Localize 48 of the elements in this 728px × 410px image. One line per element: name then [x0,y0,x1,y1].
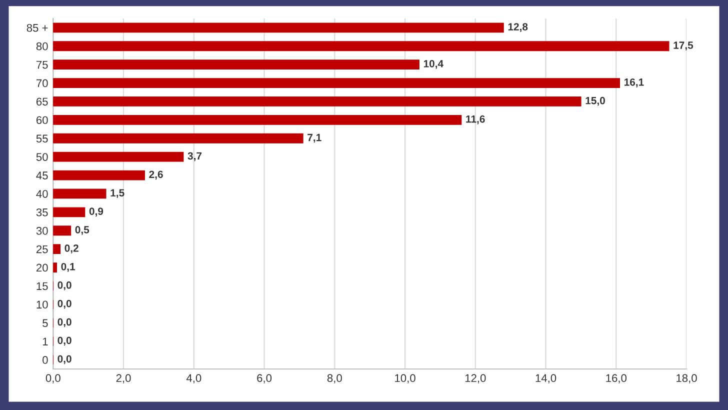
data-label: 11,6 [466,115,485,124]
data-label: 17,5 [674,42,694,50]
data-label: 0,0 [58,281,72,290]
y-tick-label: 50 [36,153,48,161]
y-tick-label: 40 [36,190,48,198]
data-label: 3,7 [188,152,202,162]
data-label: 0,0 [58,300,72,309]
data-label: 1,5 [110,189,124,198]
y-tick-label: 5 [42,319,48,328]
y-tick-label: 30 [36,226,48,235]
data-label: 0,9 [89,208,104,216]
y-tick-label: 35 [36,208,48,216]
y-tick-label: 10 [36,300,48,309]
x-tick-label: 10,0 [395,374,416,384]
data-label: 16,1 [624,78,644,88]
y-tick-label: 45 [36,172,48,180]
data-label: 10,4 [424,60,444,69]
y-tick-label: 25 [36,245,48,254]
x-tick-label: 18,0 [676,374,697,384]
y-tick-label: 75 [36,60,48,69]
data-label: 0,0 [58,355,72,364]
data-label: 0,0 [58,318,72,328]
y-tick-label: 0 [42,356,48,364]
y-tick-label: 70 [36,79,48,88]
data-label: 0,1 [61,262,76,272]
y-tick-label: 15 [36,282,48,290]
x-tick-label: 0,0 [46,374,60,384]
data-label: 0,5 [75,226,90,235]
y-tick-label: 80 [36,42,48,50]
data-label: 0,0 [58,336,72,346]
data-label: 7,1 [308,134,322,143]
y-tick-label: 1 [42,338,48,346]
y-tick-label: 55 [36,134,48,143]
x-tick-label: 4,0 [186,374,202,384]
x-tick-label: 16,0 [606,374,627,384]
x-tick-label: 14,0 [536,374,556,384]
y-tick-label: 65 [36,98,48,106]
x-tick-label: 2,0 [116,374,131,384]
x-tick-label: 6,0 [257,374,272,384]
data-label: 0,2 [64,244,78,254]
y-tick-label: 85 + [26,24,48,32]
data-label: 15,0 [586,96,605,106]
x-tick-label: 12,0 [465,374,486,384]
data-label: 12,8 [508,23,528,32]
y-tick-label: 60 [36,116,48,124]
y-tick-label: 20 [36,264,48,272]
data-label: 2,6 [149,170,163,180]
x-tick-label: 8,0 [327,374,342,384]
